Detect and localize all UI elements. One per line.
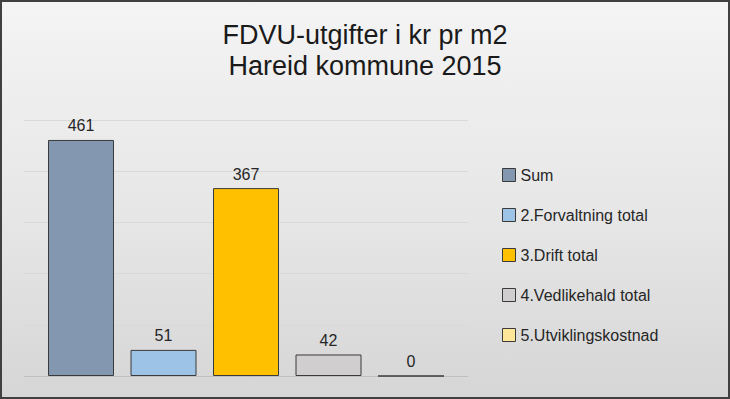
svg-text:Sum: Sum (521, 167, 554, 184)
svg-text:51: 51 (155, 327, 173, 344)
svg-text:2.Forvaltning total: 2.Forvaltning total (521, 207, 648, 224)
svg-text:0: 0 (407, 353, 416, 370)
svg-text:367: 367 (233, 166, 260, 183)
svg-text:4.Vedlikehald total: 4.Vedlikehald total (521, 287, 651, 304)
svg-text:Hareid kommune 2015: Hareid kommune 2015 (228, 51, 501, 81)
svg-text:3.Drift total: 3.Drift total (521, 247, 598, 264)
svg-text:42: 42 (320, 332, 338, 349)
svg-text:FDVU-utgifter i kr pr m2: FDVU-utgifter i kr pr m2 (222, 20, 507, 50)
svg-text:461: 461 (68, 117, 95, 134)
svg-text:5.Utviklingskostnad: 5.Utviklingskostnad (521, 327, 659, 344)
